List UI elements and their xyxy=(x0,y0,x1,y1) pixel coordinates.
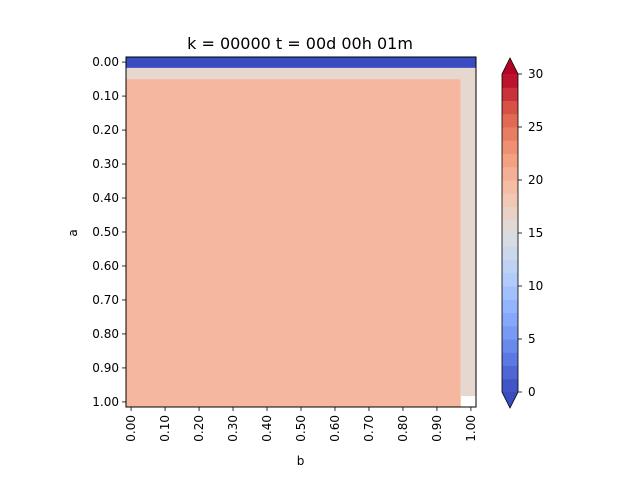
heatmap-cells xyxy=(126,57,476,407)
y-tick-label: 0.20 xyxy=(92,123,119,137)
colorbar: 0 5 10 15 20 25 30 xyxy=(501,57,543,409)
colorbar-level xyxy=(502,140,518,154)
y-tick-label: 0.90 xyxy=(92,361,119,375)
y-tick-label: 0.00 xyxy=(92,55,119,69)
x-tick-label: 0.40 xyxy=(260,415,274,442)
colorbar-tick-label: 10 xyxy=(528,279,543,293)
colorbar-level xyxy=(502,127,518,141)
colorbar-level xyxy=(502,206,518,221)
colorbar-extend-min xyxy=(502,392,518,408)
colorbar-level xyxy=(502,74,518,88)
colorbar-level xyxy=(502,312,518,327)
colorbar-tick-label: 15 xyxy=(528,226,543,240)
colorbar-level xyxy=(502,233,518,247)
colorbar-level xyxy=(502,100,518,115)
x-axis-label: b xyxy=(297,454,305,468)
y-axis-label: a xyxy=(66,229,80,236)
y-tick-label: 0.50 xyxy=(92,225,119,239)
colorbar-level xyxy=(502,193,518,207)
colorbar-level xyxy=(502,339,518,353)
heatmap-region-interior xyxy=(126,79,461,407)
y-tick-label: 0.40 xyxy=(92,191,119,205)
y-axis: 0.00 0.10 0.20 0.30 0.40 0.50 0.60 0.70 0.80 0.90… xyxy=(92,55,126,409)
x-tick-label: 0.20 xyxy=(192,415,206,442)
y-tick-label: 0.30 xyxy=(92,157,119,171)
x-tick-label: 0.30 xyxy=(226,415,240,442)
colorbar-tick-label: 25 xyxy=(528,120,543,134)
x-tick-label: 0.90 xyxy=(430,415,444,442)
colorbar-level xyxy=(502,286,518,300)
colorbar-level xyxy=(502,378,518,393)
colorbar-level xyxy=(502,272,518,287)
heatmap-region-top-boundary xyxy=(126,57,476,68)
colorbar-tick-label: 5 xyxy=(528,332,536,346)
x-tick-label: 0.60 xyxy=(328,415,342,442)
heatmap-region-edge-band-right xyxy=(460,79,476,397)
x-tick-label: 0.10 xyxy=(158,415,172,442)
x-tick-label: 1.00 xyxy=(464,415,478,442)
x-tick-label: 0.80 xyxy=(396,415,410,442)
colorbar-level xyxy=(502,180,518,194)
colorbar-level xyxy=(502,365,518,380)
y-tick-label: 0.10 xyxy=(92,89,119,103)
colorbar-level xyxy=(502,325,518,340)
y-tick-label: 0.70 xyxy=(92,293,119,307)
colorbar-level xyxy=(502,153,518,168)
colorbar-level xyxy=(502,113,518,128)
colorbar-level xyxy=(502,87,518,101)
colorbar-level xyxy=(502,352,518,366)
colorbar-level xyxy=(502,259,518,274)
y-tick-label: 0.80 xyxy=(92,327,119,341)
chart-title: k = 00000 t = 00d 00h 01m xyxy=(187,34,413,53)
colorbar-level xyxy=(502,299,518,313)
x-axis: 0.00 0.10 0.20 0.30 0.40 0.50 0.60 0.70 0.80 0.90… xyxy=(124,407,478,442)
heatmap-region-edge-band-top xyxy=(126,67,476,80)
colorbar-level xyxy=(502,166,518,181)
plot-area xyxy=(125,56,477,408)
colorbar-tick-label: 30 xyxy=(528,67,543,81)
colorbar-level xyxy=(502,219,518,234)
x-tick-label: 0.00 xyxy=(124,415,138,442)
y-tick-label: 1.00 xyxy=(92,395,119,409)
colorbar-level xyxy=(502,246,518,260)
colorbar-tick-label: 0 xyxy=(528,385,536,399)
colorbar-extend-max xyxy=(502,58,518,74)
x-tick-label: 0.50 xyxy=(294,415,308,442)
y-tick-label: 0.60 xyxy=(92,259,119,273)
x-tick-label: 0.70 xyxy=(362,415,376,442)
colorbar-tick-label: 20 xyxy=(528,173,543,187)
